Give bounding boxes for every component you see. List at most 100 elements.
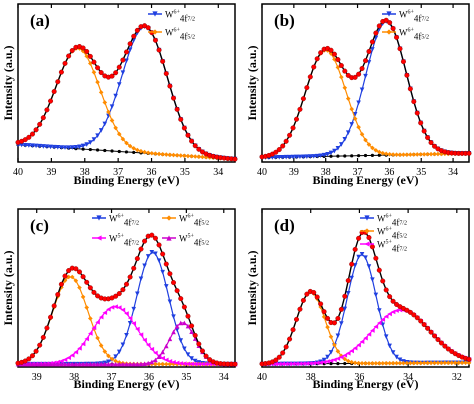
series-point bbox=[308, 361, 313, 366]
experimental-point bbox=[160, 251, 166, 257]
series-point bbox=[366, 142, 372, 147]
experimental-point bbox=[123, 281, 129, 287]
series-line bbox=[18, 322, 236, 365]
experimental-point bbox=[192, 143, 198, 149]
legend-marker bbox=[364, 215, 370, 221]
experimental-point bbox=[196, 341, 202, 347]
experimental-point bbox=[174, 288, 180, 294]
series-point bbox=[84, 361, 90, 367]
series-point bbox=[283, 154, 289, 160]
series-point bbox=[182, 153, 187, 159]
experimental-point bbox=[40, 115, 46, 121]
series-point bbox=[160, 151, 165, 157]
experimental-point bbox=[48, 314, 54, 320]
series-point bbox=[432, 360, 437, 366]
experimental-series bbox=[259, 229, 472, 367]
experimental-point bbox=[300, 96, 306, 102]
experimental-point bbox=[196, 146, 202, 152]
x-tick-label: 36 bbox=[384, 167, 394, 178]
x-tick-label: 39 bbox=[46, 167, 56, 178]
series-point bbox=[135, 147, 140, 153]
legend-label: W5+4f7/2 bbox=[109, 234, 139, 248]
experimental-point bbox=[51, 89, 57, 95]
experimental-point bbox=[138, 246, 144, 252]
experimental-point bbox=[387, 20, 393, 26]
series-point bbox=[380, 150, 386, 156]
experimental-point bbox=[321, 309, 327, 315]
experimental-point bbox=[273, 357, 279, 363]
experimental-point bbox=[300, 297, 306, 303]
series-point bbox=[192, 361, 198, 367]
series-point bbox=[48, 361, 53, 367]
fit-envelope-line bbox=[17, 24, 236, 160]
series-point bbox=[466, 360, 472, 365]
series-point bbox=[377, 361, 382, 366]
experimental-point bbox=[55, 79, 61, 85]
experimental-point bbox=[373, 30, 379, 36]
series-point bbox=[80, 341, 86, 347]
experimental-point bbox=[163, 261, 169, 267]
series-point bbox=[308, 154, 313, 159]
experimental-point bbox=[311, 64, 317, 70]
series-point bbox=[62, 357, 68, 362]
series-point bbox=[287, 361, 292, 367]
x-tick-label: 40 bbox=[257, 167, 267, 178]
experimental-point bbox=[44, 107, 50, 113]
series-point bbox=[366, 332, 372, 337]
x-tick-label: 38 bbox=[69, 372, 79, 383]
series-point bbox=[62, 145, 68, 150]
series-point bbox=[174, 360, 180, 366]
series-point bbox=[73, 278, 79, 284]
series-point bbox=[131, 321, 137, 326]
series-point bbox=[321, 152, 327, 158]
series-point bbox=[339, 321, 344, 326]
series-point bbox=[142, 263, 147, 269]
experimental-point bbox=[152, 37, 158, 43]
series-point bbox=[425, 151, 430, 157]
series-point bbox=[59, 358, 64, 364]
series-point bbox=[377, 308, 382, 313]
experimental-point bbox=[345, 72, 351, 78]
series-point bbox=[77, 144, 82, 150]
series-point bbox=[127, 47, 133, 53]
series-point bbox=[113, 93, 118, 99]
series-point bbox=[294, 361, 299, 367]
experimental-point bbox=[397, 46, 403, 52]
series-point bbox=[135, 291, 140, 297]
experimental-point bbox=[29, 353, 35, 359]
x-tick-label: 34 bbox=[448, 167, 458, 178]
series-point bbox=[145, 360, 151, 366]
experimental-point bbox=[73, 266, 79, 272]
background-point bbox=[350, 154, 354, 158]
legend-marker bbox=[364, 241, 370, 247]
series-point bbox=[335, 145, 341, 151]
series-point bbox=[345, 96, 351, 101]
experimental-point bbox=[178, 116, 184, 122]
series-point bbox=[185, 361, 191, 367]
series-point bbox=[335, 348, 341, 354]
background-point bbox=[132, 150, 136, 155]
series-point bbox=[280, 154, 285, 160]
legend-marker bbox=[152, 29, 158, 35]
series-point bbox=[349, 122, 354, 127]
fit-envelope-line bbox=[261, 19, 470, 158]
series-point bbox=[138, 332, 144, 337]
series-point bbox=[394, 308, 399, 313]
series-point bbox=[352, 360, 358, 366]
series-point bbox=[328, 358, 334, 364]
series-w6plus-4f7-2 bbox=[15, 249, 238, 367]
experimental-point bbox=[335, 57, 341, 63]
experimental-point bbox=[29, 131, 35, 137]
series-point bbox=[102, 100, 108, 105]
series-point bbox=[167, 299, 173, 305]
series-point bbox=[408, 360, 413, 366]
experimental-point bbox=[181, 125, 187, 131]
series-point bbox=[352, 112, 358, 117]
series-point bbox=[189, 329, 194, 334]
series-point bbox=[84, 336, 90, 342]
x-tick-label: 37 bbox=[353, 167, 363, 178]
experimental-point bbox=[283, 138, 289, 144]
series-line bbox=[18, 251, 236, 365]
series-point bbox=[387, 151, 392, 157]
experimental-point bbox=[414, 110, 420, 116]
